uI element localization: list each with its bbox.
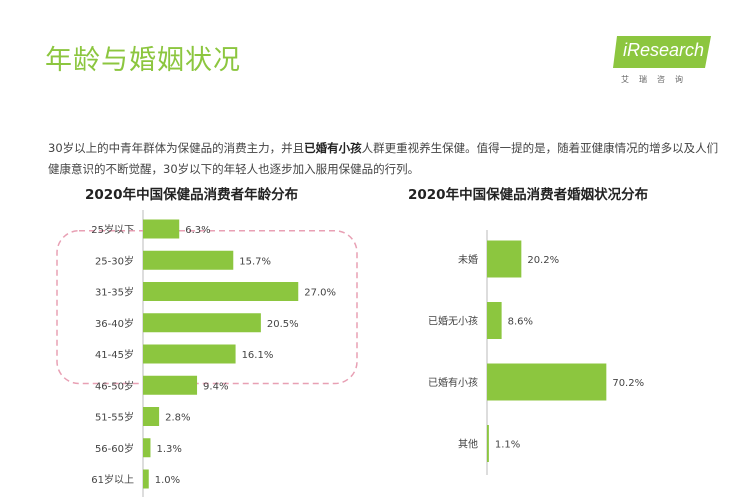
value-label: 16.1%	[242, 350, 274, 361]
description-paragraph: 30岁以上的中青年群体为保健品的消费主力，并且已婚有小孩人群更重视养生保健。值得…	[48, 138, 720, 180]
bar	[143, 407, 160, 426]
description-part1: 30岁以上的中青年群体为保健品的消费主力，并且	[48, 140, 305, 155]
bar	[487, 240, 522, 278]
category-label: 31-35岁	[95, 286, 134, 299]
page-title: 年龄与婚姻状况	[45, 45, 241, 76]
bar	[143, 375, 198, 395]
age-chart-title: 2020年中国保健品消费者年龄分布	[85, 187, 299, 203]
value-label: 15.7%	[239, 256, 271, 267]
bar	[143, 469, 149, 489]
category-label: 51-55岁	[95, 411, 134, 424]
category-label: 36-40岁	[95, 317, 134, 330]
category-label: 25-30岁	[95, 254, 134, 267]
logo-subtitle: 艾瑞咨询	[621, 75, 693, 84]
description-highlight: 已婚有小孩	[304, 140, 362, 155]
age-distribution-chart: 25岁以下 6.3% 25-30岁 15.7% 31-35岁 27.0% 36-40岁 20.…	[56, 210, 358, 497]
value-label: 20.5%	[267, 319, 299, 330]
category-label: 61岁以上	[91, 473, 134, 486]
bar	[143, 438, 151, 458]
category-label: 已婚无小孩	[428, 315, 478, 328]
value-label: 9.4%	[203, 381, 228, 392]
value-label: 2.8%	[165, 413, 190, 424]
category-label: 其他	[458, 438, 478, 451]
value-label: 27.0%	[304, 288, 336, 299]
value-label: 6.3%	[185, 225, 210, 236]
bar	[487, 425, 489, 462]
bar	[143, 219, 180, 239]
category-label: 41-45岁	[95, 348, 134, 361]
bar	[143, 250, 234, 270]
value-label: 20.2%	[527, 255, 559, 266]
category-label: 46-50岁	[95, 379, 134, 392]
logo-badge-shape	[613, 36, 711, 68]
bar	[143, 313, 261, 333]
bar	[487, 363, 607, 401]
bar	[143, 282, 299, 301]
iresearch-logo: iResearch 艾瑞咨询	[613, 34, 713, 88]
category-label: 25岁以下	[91, 223, 134, 236]
value-label: 8.6%	[508, 317, 533, 328]
bar	[487, 302, 502, 339]
bar	[143, 344, 236, 364]
marital-status-chart: 未婚 20.2% 已婚无小孩 8.6% 已婚有小孩 70.2% 其他 1.1%	[428, 230, 644, 475]
value-label: 1.0%	[155, 475, 180, 486]
marital-chart-title: 2020年中国保健品消费者婚姻状况分布	[408, 187, 649, 203]
highlight-box	[56, 230, 358, 385]
description-part2: 人群更重视养生保健。值得一提的是，随着亚健康情况的增多以及人们健康意识的不断觉醒…	[48, 140, 719, 176]
value-label: 70.2%	[612, 378, 644, 389]
category-label: 已婚有小孩	[428, 376, 478, 389]
value-label: 1.3%	[156, 444, 181, 455]
category-label: 56-60岁	[95, 442, 134, 455]
category-label: 未婚	[458, 253, 478, 266]
value-label: 1.1%	[495, 440, 520, 451]
logo-brand-text: iResearch	[623, 40, 705, 60]
